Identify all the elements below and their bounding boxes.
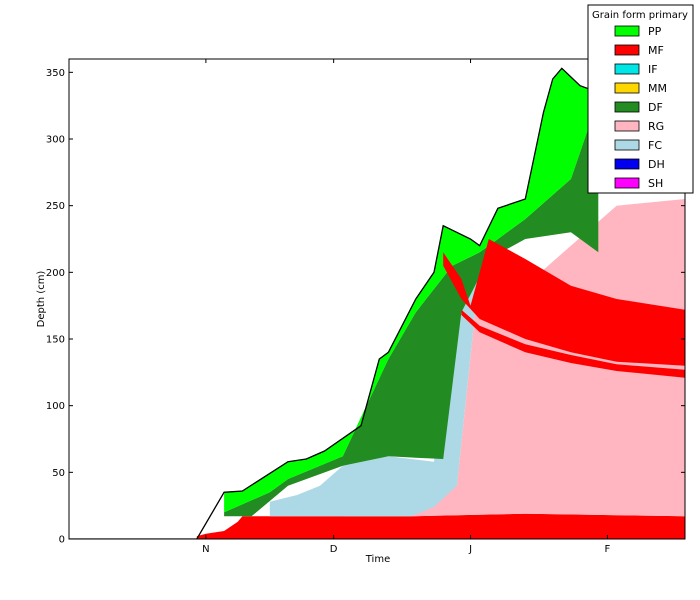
legend-label-rg: RG [648,120,664,133]
legend-label-if: IF [648,63,658,76]
legend-swatch-sh [614,177,640,189]
legend-label-sh: SH [648,177,663,190]
legend-title: Grain form primary [592,10,688,21]
legend-label-mf: MF [648,44,664,57]
legend-swatch-if [614,63,640,75]
legend-label-dh: DH [648,158,665,171]
legend-swatch-df [614,101,640,113]
area-mf [443,239,685,366]
y-tick-label: 350 [46,68,65,79]
plot-frame [68,58,686,540]
area-mf [196,513,685,539]
y-tick-label: 100 [46,401,65,412]
y-tick-label: 50 [52,468,65,479]
area-rg [342,199,685,517]
legend-swatch-pp [614,25,640,37]
legend-swatch-dh [614,158,640,170]
area-mf [461,309,685,378]
x-axis-label: Time [365,554,390,565]
area-df [224,99,599,517]
legend-label-df: DF [648,101,663,114]
legend-swatch-fc [614,139,640,151]
y-tick-label: 300 [46,135,65,146]
legend-entries: PP MF IF MM DF RG FC DH SH [614,25,667,190]
legend: Grain form primary PP MF IF MM DF RG FC DH SH [587,4,694,194]
x-tick-label: D [330,544,338,555]
x-tick-label: N [202,544,209,555]
legend-box [587,4,694,194]
legend-swatch-mm [614,82,640,94]
legend-swatch-rg [614,120,640,132]
legend-label-pp: PP [648,25,662,38]
x-tick-label: F [605,544,611,555]
legend-label-fc: FC [648,139,662,152]
y-tick-label: 250 [46,201,65,212]
y-axis-label: Depth (cm) [36,271,47,328]
series-layer [69,67,685,539]
y-tick-label: 0 [59,535,65,546]
snow-surface-line [69,67,608,539]
area-fc [269,257,485,517]
y-tick-label: 150 [46,335,65,346]
legend-swatch-mf [614,44,640,56]
y-tick-label: 200 [46,268,65,279]
legend-label-mm: MM [648,82,667,95]
area-pp [224,68,599,513]
x-tick-label: J [468,544,472,555]
